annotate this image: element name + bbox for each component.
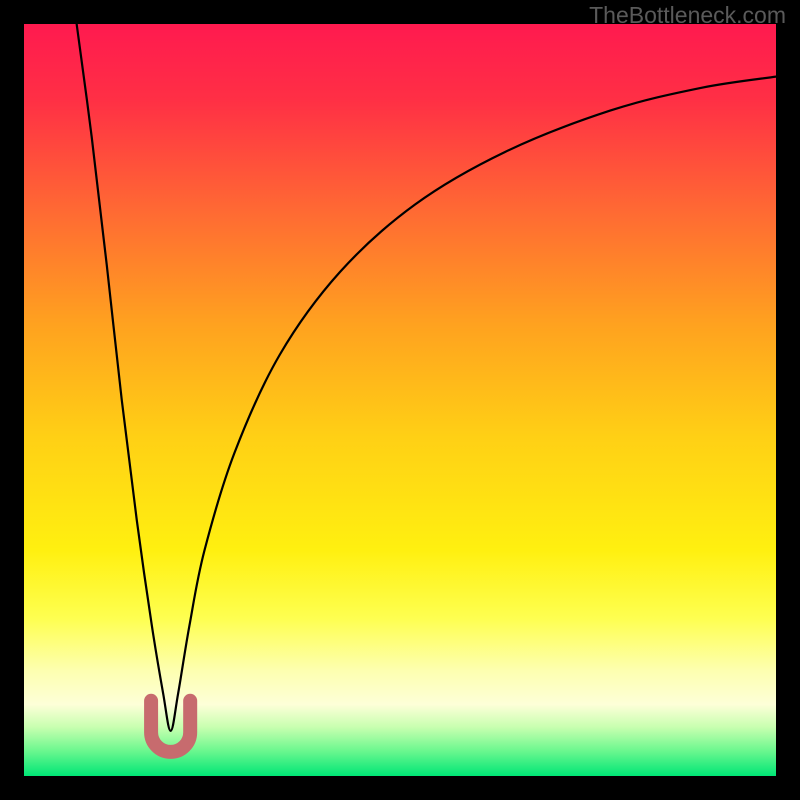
curve-layer (24, 24, 776, 776)
plot-area (24, 24, 776, 776)
bottleneck-curve (77, 24, 776, 731)
chart-stage: TheBottleneck.com (0, 0, 800, 800)
optimal-marker-icon (151, 701, 190, 752)
watermark-label: TheBottleneck.com (589, 2, 786, 29)
chart-frame (0, 0, 800, 800)
